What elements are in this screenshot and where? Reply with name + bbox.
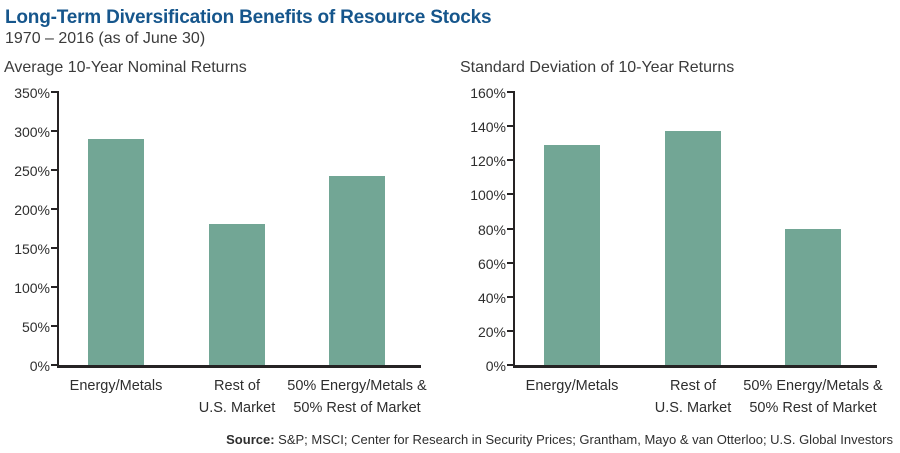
x-axis-category-line: Rest of: [670, 378, 716, 394]
y-axis-tick: [507, 227, 515, 230]
y-axis-tick-label: 100%: [470, 187, 506, 204]
plot-area: [51, 91, 421, 368]
x-axis-category-line: 50% Rest of Market: [293, 400, 421, 416]
plot-row: 0% 20% 40% 60% 80% 100% 120% 140% 160%: [460, 85, 900, 374]
source-text: S&P; MSCI; Center for Research in Securi…: [274, 432, 893, 447]
y-axis-tick: [51, 325, 59, 327]
x-axis-category-label: Rest of U.S. Market: [152, 375, 322, 419]
y-axis-labels: 0% 20% 40% 60% 80% 100% 120% 140% 160%: [460, 85, 513, 374]
chart-title: Average 10-Year Nominal Returns: [4, 59, 247, 76]
y-axis-tick-label: 160%: [470, 85, 506, 101]
x-axis-category-line: 50% Energy/Metals &: [743, 378, 883, 394]
x-axis-category-label: 50% Energy/Metals & 50% Rest of Market: [272, 375, 442, 419]
bar-energy-metals: [88, 138, 144, 365]
y-axis-tick-label: 150%: [14, 241, 50, 257]
x-axis-category-line: Rest of: [214, 378, 260, 394]
x-axis-category-label: Energy/Metals: [487, 375, 657, 397]
chart-title: Standard Deviation of 10-Year Returns: [460, 59, 735, 76]
y-axis-labels: 0% 50% 100% 150% 200% 250% 300% 350%: [4, 85, 57, 374]
y-axis-tick-label: 120%: [470, 153, 506, 170]
x-axis-category-line: U.S. Market: [198, 400, 276, 416]
figure-subtitle: 1970 – 2016 (as of June 30): [5, 30, 206, 47]
bar-50-energy-metals: [329, 176, 385, 365]
x-axis-category-line: 50% Rest of Market: [749, 400, 877, 416]
y-axis-tick-label: 0%: [485, 358, 506, 374]
x-axis-labels: Energy/Metals Rest of U.S. Market 50% Energ…: [515, 375, 900, 425]
plot-area: [507, 91, 877, 368]
y-axis-tick: [507, 159, 515, 162]
y-axis-tick-label: 300%: [14, 124, 50, 140]
y-axis-tick-label: 60%: [477, 255, 506, 272]
y-axis-tick: [51, 169, 59, 171]
y-axis-tick-label: 80%: [477, 221, 506, 238]
y-axis-tick: [51, 247, 59, 249]
y-axis-tick-label: 200%: [14, 202, 50, 218]
chart-standard-deviation: Standard Deviation of 10-Year Returns 0%…: [460, 59, 900, 425]
bar-rest-of: [665, 131, 721, 365]
y-axis-tick: [507, 261, 515, 264]
x-axis-category-line: Energy/Metals: [525, 378, 619, 394]
y-axis-tick-label: 20%: [477, 323, 506, 340]
y-axis-tick-label: 40%: [477, 289, 506, 306]
source-label: Source:: [226, 432, 275, 447]
x-axis-category-label: Rest of U.S. Market: [608, 375, 778, 419]
y-axis-tick-label: 250%: [14, 163, 50, 179]
y-axis-tick: [507, 295, 515, 298]
x-axis-category-line: 50% Energy/Metals &: [287, 378, 427, 394]
y-axis-tick: [51, 91, 59, 93]
figure-title: Long-Term Diversification Benefits of Re…: [5, 7, 492, 28]
y-axis-tick: [507, 193, 515, 196]
y-axis-tick-label: 50%: [21, 319, 50, 335]
plot-row: 0% 50% 100% 150% 200% 250% 300% 350%: [4, 85, 454, 374]
y-axis-tick-label: 100%: [14, 280, 50, 296]
charts-row: Average 10-Year Nominal Returns 0% 50% 100…: [0, 59, 900, 425]
y-axis-tick: [507, 364, 515, 366]
y-axis-tick: [51, 208, 59, 210]
y-axis-tick: [51, 130, 59, 132]
y-axis-tick: [51, 286, 59, 288]
y-axis-tick-label: 0%: [29, 358, 50, 374]
figure-header: Long-Term Diversification Benefits of Re…: [0, 0, 900, 49]
y-axis-tick-label: 140%: [470, 119, 506, 136]
y-axis-tick-label: 350%: [14, 85, 50, 101]
x-axis-category-label: Energy/Metals: [31, 375, 201, 397]
chart-average-returns: Average 10-Year Nominal Returns 0% 50% 100…: [4, 59, 454, 425]
bar-50-energy-metals: [785, 228, 841, 365]
x-axis-category-line: U.S. Market: [654, 400, 732, 416]
x-axis-category-line: Energy/Metals: [69, 378, 163, 394]
y-axis-tick: [507, 91, 515, 93]
y-axis-tick: [507, 329, 515, 332]
y-axis-tick: [507, 125, 515, 128]
bar-rest-of: [209, 223, 265, 365]
x-axis-category-label: 50% Energy/Metals & 50% Rest of Market: [728, 375, 898, 419]
bar-energy-metals: [544, 144, 600, 365]
source-line: Source: S&P; MSCI; Center for Research i…: [0, 432, 893, 447]
x-axis-labels: Energy/Metals Rest of U.S. Market 50% Energ…: [59, 375, 454, 425]
y-axis-tick: [51, 364, 59, 366]
